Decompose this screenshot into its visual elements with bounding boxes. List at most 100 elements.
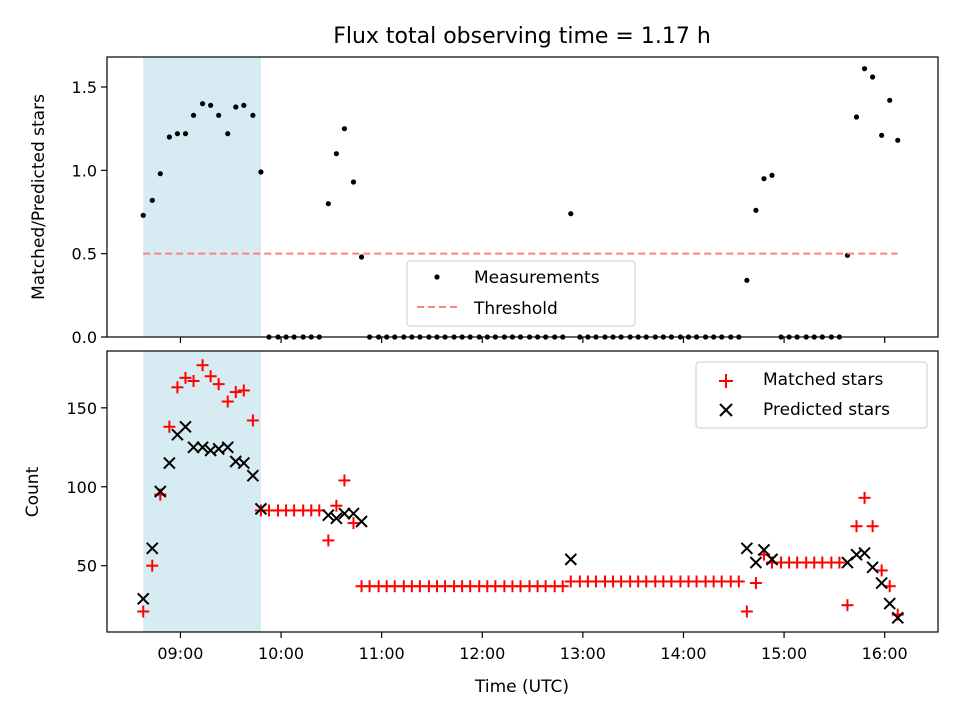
measurement-point [241,102,247,108]
measurement-point [350,179,357,185]
x-tick-label: 11:00 [359,644,405,663]
bottom-panel: 50 100 150 09:00 10:00 11:00 12:00 13:00 14:00 15… [23,350,939,697]
matched-stars-point [740,605,753,618]
matched-stars-point [841,599,854,612]
measurement-point [887,97,893,103]
predicted-stars-point [338,507,351,520]
predicted-stars-point [221,441,234,454]
predicted-stars-point [196,441,209,454]
predicted-stars-point [866,561,879,574]
measurement-point [140,212,146,218]
top-panel: 0.0 0.5 1.0 1.5 Matched/Predicted stars Mea… [29,56,939,347]
matched-stars-point [749,577,762,590]
measurement-point [216,112,222,118]
x-tick-label: 13:00 [560,644,606,663]
predicted-stars-point [757,543,771,557]
bottom-ylabel: Count [23,466,43,517]
predicted-stars-point [254,502,268,516]
chart-title: Flux total observing time = 1.17 h [333,24,711,49]
matched-stars-point [858,491,871,504]
matched-stars-point [556,580,569,593]
predicted-stars-point [187,441,200,454]
predicted-stars-point [179,420,192,433]
measurement-point [325,201,331,207]
measurement-point [861,66,868,72]
measurement-point [769,172,775,178]
measurement-point [250,112,256,118]
predicted-stars-point [740,542,754,555]
predicted-stars-point [246,469,260,482]
y-tick-label: 0.5 [72,245,97,264]
legend-label-matched: Matched stars [763,370,883,390]
legend-frame [695,361,928,429]
legend-label-measurements: Measurements [474,268,600,288]
y-tick-label: 150 [66,399,97,418]
measurement-point [182,131,189,137]
measurement-point [233,104,239,110]
measurement-point [225,131,231,137]
matched-stars-point [137,605,150,618]
predicted-stars-point [154,485,167,498]
legend-frame [406,260,636,327]
bottom-plot-frame [106,350,939,633]
predicted-stars-point [237,456,251,470]
matched-stars-point [875,564,888,577]
measurement-point [853,114,860,120]
bottom-xlabel: Time (UTC) [474,677,569,697]
measurement-point [174,131,181,137]
matched-stars-point [866,520,879,533]
measurement-point [568,211,574,217]
x-tick-label: 14:00 [660,644,706,663]
measurement-point [333,151,339,157]
matched-stars-point [221,395,234,408]
top-plot-frame [106,56,939,338]
matched-stars-point [833,556,846,569]
measurement-point [166,134,172,140]
measurement-point [149,197,155,203]
matched-stars-point [347,517,360,530]
measurement-point [744,277,750,283]
measurement-point [199,101,206,107]
matched-stars-point [204,370,217,383]
predicted-stars-point [564,553,577,566]
matched-stars-point [187,374,200,387]
matched-stars-point [196,359,209,372]
matched-stars-point [163,420,176,433]
predicted-stars-point [163,456,176,470]
measurement-point [879,132,885,138]
matched-stars-point [330,499,343,512]
matched-stars-point [146,559,159,572]
predicted-stars-point [330,512,343,525]
predicted-stars-point [765,553,779,566]
x-tick-label: 09:00 [157,644,203,663]
measurement-point [157,171,163,177]
matched-stars-point [229,386,242,399]
measurement-point [870,74,876,80]
matched-stars-point [179,371,192,384]
matched-stars-point [322,534,335,547]
legend-marker-measurements [434,274,440,280]
predicted-stars-point [146,542,159,555]
legend-marker-predicted [719,403,733,417]
shaded-span [143,351,261,632]
matched-stars-point [237,384,250,397]
measurement-point [761,176,767,182]
x-tick-label: 16:00 [862,644,908,663]
measurement-point [190,112,197,118]
predicted-stars-point [875,576,888,590]
measurement-point [895,137,901,143]
x-tick-label: 15:00 [761,644,807,663]
y-tick-label: 1.0 [72,161,97,180]
y-tick-label: 1.5 [72,78,97,97]
shaded-span [143,57,261,337]
predicted-stars-point [322,508,335,522]
matched-stars-point [212,378,225,391]
top-legend: Measurements Threshold [406,260,636,327]
y-tick-label: 100 [66,478,97,497]
predicted-stars-point [355,515,368,528]
matched-stars-point [850,520,863,533]
matched-stars-point [338,474,351,487]
matched-stars-point [246,414,259,427]
predicted-stars-point [137,592,150,606]
